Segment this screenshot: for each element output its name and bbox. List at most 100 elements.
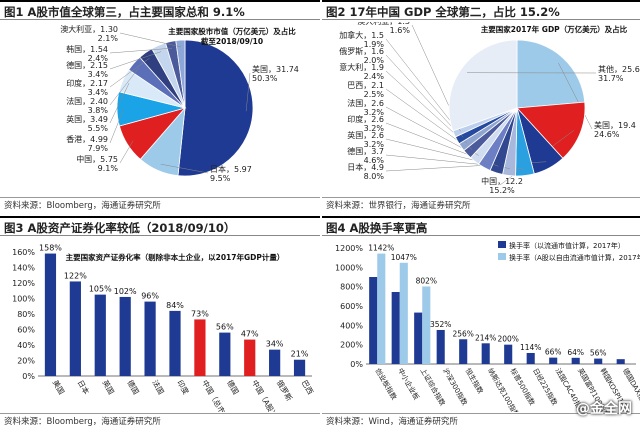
y-tick-label: 800% — [340, 283, 363, 292]
leader-line — [109, 82, 130, 124]
leader-line — [119, 32, 181, 48]
bar — [422, 286, 431, 364]
slice-label: 德国，2.15 3.4% — [66, 60, 108, 79]
slice-label: 印度，2.17 3.4% — [66, 78, 108, 97]
legend-label: 换手率（A股以自由流通市值计算，2017年） — [509, 253, 640, 262]
y-tick-label: 0% — [350, 360, 363, 369]
pie-slice — [448, 39, 518, 132]
bar-value-label: 1142% — [368, 244, 394, 253]
slice-label: 法国，2.40 3.8% — [66, 96, 108, 115]
x-tick-label: 法国 — [150, 378, 166, 396]
x-tick-label: 日本 — [76, 378, 92, 396]
panel-title: 图1 A股市值全球第三，占主要国家总和 9.1% — [0, 0, 320, 20]
watermark: @金全网 — [576, 401, 632, 417]
bar-value-label: 66% — [545, 348, 562, 357]
slice-label: 德国，3.7 4.6% — [347, 146, 384, 165]
bar — [504, 344, 513, 364]
y-tick-label: 400% — [340, 321, 363, 330]
bar-value-label: 73% — [191, 309, 209, 318]
panel-gdp: 图2 17年中国 GDP 全球第二，占比 15.2% 美国，19.4 24.6% 中… — [322, 0, 640, 216]
bar-value-label: 34% — [266, 340, 284, 349]
bar-value-label: 214% — [475, 333, 496, 342]
bar — [293, 359, 306, 376]
x-tick-label: 巴西 — [300, 379, 316, 397]
pie-slice — [516, 39, 586, 109]
bar-value-label: 21% — [291, 350, 309, 359]
x-tick-label: 英国 — [101, 378, 117, 396]
panel-title: 图3 A股资产证券化率较低（2018/09/10） — [0, 216, 320, 236]
y-tick-label: 60% — [17, 326, 35, 335]
securitization-bar-chart: 0% 20% 40% 60% 80% 100% 120% 140% 160% 158% 美国 122%… — [12, 244, 316, 412]
bar — [616, 359, 625, 364]
bar — [369, 277, 378, 364]
bar — [44, 253, 57, 376]
leader-line — [109, 67, 140, 106]
x-tick-label: 印度 — [175, 378, 191, 396]
bar — [219, 332, 231, 376]
bar-value-label: 96% — [141, 292, 159, 301]
bar — [399, 262, 408, 364]
y-tick-label: 20% — [17, 357, 35, 366]
source-note: 资料来源：Wind，海通证券研究所 — [326, 417, 458, 427]
slice-label: 英国，3.49 5.5% — [66, 114, 108, 133]
bar — [119, 296, 131, 376]
bar — [459, 339, 468, 364]
bar-value-label: 256% — [452, 329, 473, 338]
market-cap-pie-chart: 美国，31.74 50.3% 日本，5.97 9.5% 中国，5.75 9.1%香港，4.… — [60, 24, 299, 183]
slice-label: 加拿大，1.5 1.9% — [339, 30, 384, 49]
bar-value-label: 122% — [64, 271, 87, 280]
slice-label: 英国，2.6 3.2% — [347, 130, 384, 149]
slice-label: 美国，31.74 50.3% — [252, 64, 299, 83]
slice-label: 中国，5.75 9.1% — [76, 154, 118, 173]
legend-swatch — [498, 253, 506, 260]
y-tick-label: 120% — [12, 279, 35, 288]
bar — [594, 358, 603, 364]
bar-value-label: 64% — [567, 348, 584, 357]
x-tick-label: 俄罗斯 — [275, 378, 295, 403]
y-tick-label: 80% — [17, 310, 35, 319]
leader-line — [109, 51, 162, 70]
legend-swatch — [498, 241, 506, 248]
y-tick-label: 100% — [12, 295, 35, 304]
bar — [526, 352, 535, 364]
turnover-bar-chart: 0% 200% 400% 600% 800% 1000% 1200% 1142% 创业板指数 10… — [335, 241, 640, 412]
slice-label: 意大利，1.9 2.4% — [339, 62, 384, 81]
slice-label: 其他，25.6 31.7% — [598, 64, 640, 83]
leader-line — [558, 62, 593, 130]
slice-label: 巴西，2.1 2.5% — [347, 81, 384, 99]
bar-value-label: 114% — [520, 343, 541, 352]
panel-market-cap: 图1 A股市值全球第三，占主要国家总和 9.1% 美国，31.74 50.3% 日本… — [0, 0, 320, 216]
bar — [169, 310, 181, 376]
bar — [377, 253, 386, 364]
legend-label: 换手率（以流通市值计算，2017年） — [509, 241, 625, 250]
x-tick-label: 恒生指数 — [464, 367, 486, 396]
bar — [194, 319, 206, 376]
slice-label: 日本，4.9 8.0% — [347, 162, 384, 181]
panel-title: 图4 A股换手率更高 — [322, 216, 640, 236]
slice-label: 日本，5.97 9.5% — [210, 164, 252, 183]
bar — [481, 343, 490, 364]
bar — [94, 294, 106, 376]
slice-label: 印度，2.6 3.2% — [347, 114, 384, 133]
y-tick-label: 140% — [12, 264, 35, 273]
leader-line — [245, 72, 251, 112]
bar — [571, 357, 580, 364]
gdp-pie-chart: 美国，19.4 24.6% 中国，12.2 15.2% 日本，4.9 8.0%德国，3.7… — [339, 22, 640, 194]
slice-label: 澳大利亚，1.30 2.1% — [60, 24, 118, 43]
leader-line — [109, 47, 173, 54]
leader-line — [160, 163, 209, 174]
y-tick-label: 1000% — [335, 263, 363, 272]
x-tick-label: 创业板指数 — [374, 367, 399, 402]
bar-value-label: 84% — [166, 301, 184, 310]
leader-line — [109, 108, 125, 144]
bar-value-label: 56% — [216, 323, 234, 332]
x-tick-label: 中小企业板 — [396, 367, 421, 402]
x-tick-label: 德国 — [225, 378, 241, 396]
y-tick-label: 600% — [340, 302, 363, 311]
y-tick-label: 160% — [12, 248, 35, 257]
source-note: 资料来源：世界银行，海通证券研究所 — [326, 201, 471, 211]
bar-value-label: 47% — [241, 330, 259, 339]
pie-slice — [177, 39, 254, 177]
panel-turnover: 图4 A股换手率更高 0% 200% 400% 600% 800% 1000% 1200% 1… — [322, 216, 640, 432]
slice-label: 韩国，1.54 2.4% — [66, 44, 108, 63]
